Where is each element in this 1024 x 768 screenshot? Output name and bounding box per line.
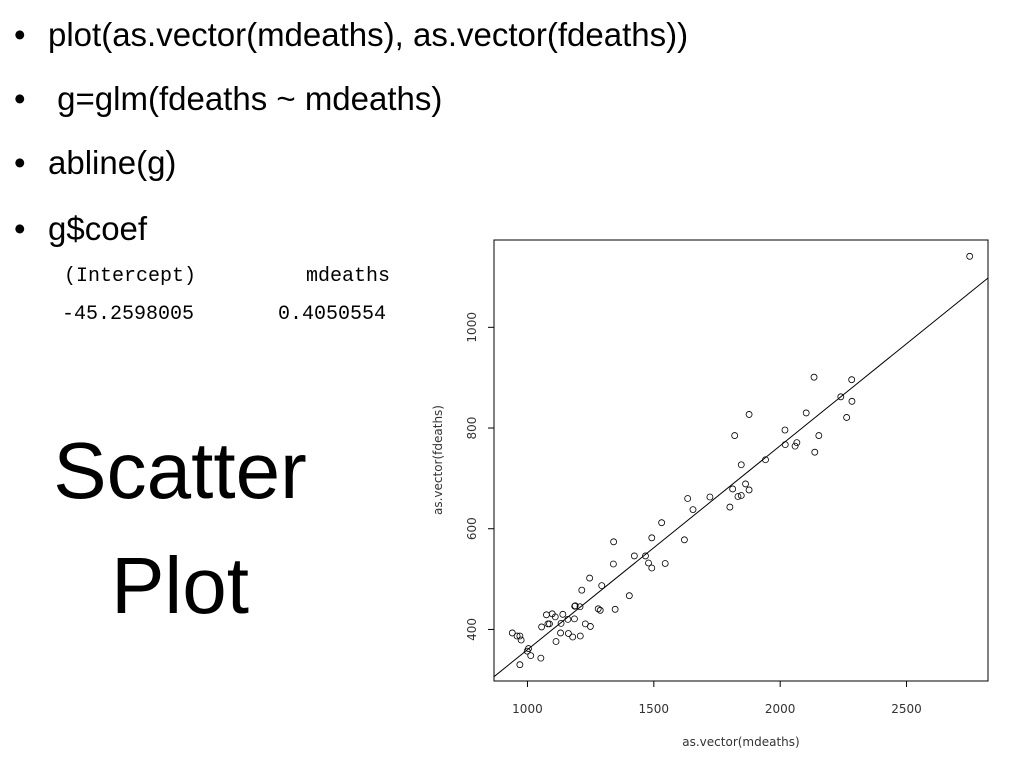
point [648, 534, 656, 542]
point [594, 605, 602, 613]
point [564, 630, 572, 637]
point [544, 620, 552, 628]
point [745, 486, 753, 494]
point [966, 252, 974, 260]
point [576, 632, 584, 640]
point [734, 493, 742, 500]
point [848, 397, 856, 405]
point [569, 633, 577, 641]
y-axis-label: as.vector(fdeaths) [431, 405, 445, 515]
point [609, 560, 617, 568]
point [537, 654, 545, 662]
point [781, 426, 789, 434]
point [571, 602, 579, 610]
point [642, 552, 649, 560]
point [513, 632, 521, 640]
point [815, 432, 823, 439]
point [525, 645, 532, 652]
point [802, 409, 810, 417]
point [658, 519, 666, 527]
point [684, 495, 692, 502]
x-tick-label: 2000 [765, 702, 796, 716]
y-tick-label: 600 [465, 517, 479, 540]
point [680, 536, 688, 544]
point [552, 638, 560, 645]
point [731, 432, 739, 439]
point [571, 615, 578, 623]
point [848, 376, 856, 384]
point [551, 613, 559, 621]
point [729, 485, 737, 493]
point [781, 441, 789, 449]
point [648, 564, 656, 572]
bullet-text: abline(g) [48, 144, 177, 181]
point [517, 636, 525, 644]
x-tick-label: 1000 [512, 702, 543, 716]
point [598, 582, 606, 590]
point [546, 620, 553, 628]
point [737, 461, 745, 469]
x-tick-label: 1500 [639, 702, 670, 716]
bullet-text: plot(as.vector(mdeaths), as.vector(fdeat… [48, 16, 689, 53]
point [689, 506, 697, 513]
point [610, 538, 618, 546]
point [630, 552, 638, 560]
coef-header: mdeaths [306, 265, 391, 288]
y-tick-label: 800 [465, 417, 479, 440]
x-tick-label: 2500 [891, 702, 922, 716]
point [596, 606, 604, 614]
point [810, 373, 818, 381]
y-tick-label: 400 [465, 618, 479, 641]
point [557, 629, 564, 637]
point [737, 492, 745, 499]
point [571, 602, 579, 610]
point [745, 411, 753, 418]
plot-frame [493, 239, 989, 682]
slide-title: Scatter [53, 426, 307, 515]
point [516, 661, 524, 669]
point [559, 610, 567, 618]
point [578, 586, 586, 594]
point [576, 603, 584, 611]
bullet: • plot(as.vector(mdeaths), as.vector(fdea… [14, 16, 689, 53]
point [645, 559, 652, 567]
coef-value: -45.2598005 [62, 303, 195, 326]
point [586, 574, 594, 582]
point [843, 414, 851, 421]
point [706, 493, 714, 501]
point [611, 605, 619, 613]
coef-header: (Intercept) [64, 265, 197, 288]
y-tick-label: 1000 [465, 312, 479, 343]
point [527, 652, 535, 660]
point [625, 592, 633, 600]
point [508, 629, 516, 637]
bullet: • abline(g) [14, 144, 177, 181]
point [791, 442, 799, 450]
point [661, 560, 669, 567]
point [581, 620, 589, 628]
point [516, 632, 524, 640]
point [793, 439, 801, 447]
point [811, 448, 819, 456]
point [543, 611, 550, 619]
point [742, 480, 749, 488]
point [557, 619, 565, 627]
point [726, 503, 734, 511]
bullet: • g=glm(fdeaths ~ mdeaths) [14, 80, 443, 117]
bullet-text: g$coef [48, 210, 148, 247]
bullet-text: g=glm(fdeaths ~ mdeaths) [48, 80, 443, 117]
coef-value: 0.4050554 [278, 303, 387, 326]
x-axis-label: as.vector(mdeaths) [682, 735, 799, 749]
point [837, 393, 845, 401]
point [538, 623, 546, 631]
bullet: • g$coef [14, 210, 148, 247]
regression-line [494, 277, 988, 678]
slide-title: Plot [111, 541, 249, 630]
